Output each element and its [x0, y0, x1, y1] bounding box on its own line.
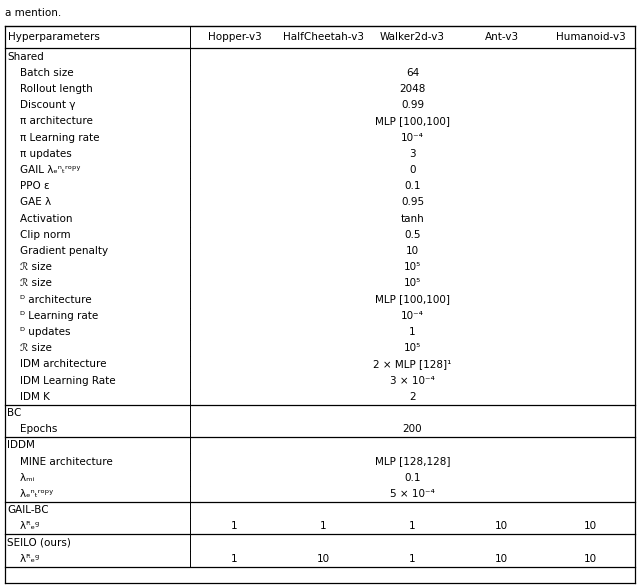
Text: MINE architecture: MINE architecture [7, 456, 113, 466]
Text: 200: 200 [403, 424, 422, 434]
Text: π architecture: π architecture [7, 116, 93, 126]
Text: 10: 10 [495, 554, 508, 564]
Text: 10: 10 [584, 522, 597, 532]
Text: GAIL-BC: GAIL-BC [7, 505, 49, 515]
Text: λₑⁿₜʳᵒᵖʸ: λₑⁿₜʳᵒᵖʸ [7, 489, 53, 499]
Text: GAIL λₑⁿₜʳᵒᵖʸ: GAIL λₑⁿₜʳᵒᵖʸ [7, 165, 81, 175]
Text: ℛ size: ℛ size [7, 278, 52, 288]
Text: Clip norm: Clip norm [7, 230, 70, 240]
Text: tanh: tanh [401, 213, 424, 223]
Text: Walker2d-v3: Walker2d-v3 [380, 32, 445, 42]
Text: Shared: Shared [7, 52, 44, 62]
Text: Batch size: Batch size [7, 68, 74, 78]
Text: 1: 1 [409, 522, 416, 532]
Text: a mention.: a mention. [5, 8, 61, 18]
Text: 64: 64 [406, 68, 419, 78]
Text: λᴿₑᵍ: λᴿₑᵍ [7, 554, 39, 564]
Text: λₘᵢ: λₘᵢ [7, 473, 35, 483]
Text: 0.1: 0.1 [404, 473, 420, 483]
Text: 10⁵: 10⁵ [404, 262, 421, 272]
Text: Rollout length: Rollout length [7, 84, 93, 94]
Text: π Learning rate: π Learning rate [7, 132, 99, 142]
Text: 1: 1 [320, 522, 327, 532]
Text: MLP [128,128]: MLP [128,128] [375, 456, 451, 466]
Text: 0.1: 0.1 [404, 181, 420, 191]
Text: MLP [100,100]: MLP [100,100] [375, 295, 450, 305]
Text: 0.5: 0.5 [404, 230, 420, 240]
Text: 10: 10 [406, 246, 419, 256]
Text: 3 × 10⁻⁴: 3 × 10⁻⁴ [390, 376, 435, 386]
Text: Hyperparameters: Hyperparameters [8, 32, 100, 42]
Text: BC: BC [7, 408, 21, 418]
Text: 2048: 2048 [399, 84, 426, 94]
Text: ᴰ Learning rate: ᴰ Learning rate [7, 310, 99, 320]
Text: π updates: π updates [7, 149, 72, 159]
Text: 1: 1 [231, 554, 238, 564]
Text: 2 × MLP [128]¹: 2 × MLP [128]¹ [373, 359, 452, 369]
Text: Discount γ: Discount γ [7, 100, 76, 110]
Text: 0: 0 [409, 165, 416, 175]
Text: Humanoid-v3: Humanoid-v3 [556, 32, 625, 42]
Text: 0.95: 0.95 [401, 198, 424, 208]
Text: ℛ size: ℛ size [7, 343, 52, 353]
Text: 10⁻⁴: 10⁻⁴ [401, 310, 424, 320]
Text: HalfCheetah-v3: HalfCheetah-v3 [283, 32, 364, 42]
Text: Gradient penalty: Gradient penalty [7, 246, 108, 256]
Text: 2: 2 [409, 392, 416, 402]
Text: 1: 1 [409, 327, 416, 337]
Text: IDM K: IDM K [7, 392, 50, 402]
Text: ᴰ architecture: ᴰ architecture [7, 295, 92, 305]
Text: Ant-v3: Ant-v3 [484, 32, 518, 42]
Text: ᴰ updates: ᴰ updates [7, 327, 70, 337]
Text: MLP [100,100]: MLP [100,100] [375, 116, 450, 126]
Text: 0.99: 0.99 [401, 100, 424, 110]
Text: IDM Learning Rate: IDM Learning Rate [7, 376, 116, 386]
Text: Hopper-v3: Hopper-v3 [207, 32, 261, 42]
Text: 10: 10 [495, 522, 508, 532]
Text: Epochs: Epochs [7, 424, 58, 434]
Text: SEILO (ours): SEILO (ours) [7, 537, 71, 547]
Text: 10: 10 [584, 554, 597, 564]
Text: 1: 1 [409, 554, 416, 564]
Text: 5 × 10⁻⁴: 5 × 10⁻⁴ [390, 489, 435, 499]
Text: 10: 10 [317, 554, 330, 564]
Text: 10⁻⁴: 10⁻⁴ [401, 132, 424, 142]
Text: IDDM: IDDM [7, 440, 35, 450]
Text: 1: 1 [231, 522, 238, 532]
Text: GAE λ: GAE λ [7, 198, 51, 208]
Text: IDM architecture: IDM architecture [7, 359, 106, 369]
Text: Activation: Activation [7, 213, 72, 223]
Text: ℛ size: ℛ size [7, 262, 52, 272]
Text: 3: 3 [409, 149, 416, 159]
Text: PPO ε: PPO ε [7, 181, 50, 191]
Text: 10⁵: 10⁵ [404, 278, 421, 288]
Text: λᴿₑᵍ: λᴿₑᵍ [7, 522, 39, 532]
Text: 10⁵: 10⁵ [404, 343, 421, 353]
